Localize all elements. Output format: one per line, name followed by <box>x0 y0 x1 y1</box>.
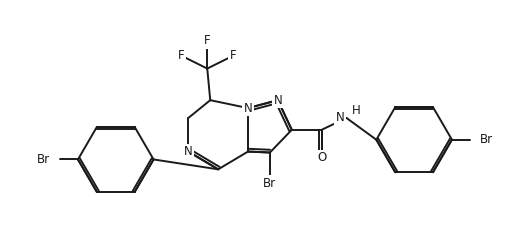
Text: Br: Br <box>263 177 276 190</box>
Text: N: N <box>273 94 282 107</box>
Text: H: H <box>352 104 360 117</box>
Text: Br: Br <box>37 153 50 166</box>
Text: Br: Br <box>480 133 493 146</box>
Text: N: N <box>336 112 345 124</box>
Text: N: N <box>184 145 193 158</box>
Text: F: F <box>204 34 211 47</box>
Text: O: O <box>317 151 326 164</box>
Text: F: F <box>178 49 185 62</box>
Text: N: N <box>244 102 252 114</box>
Text: F: F <box>230 49 236 62</box>
